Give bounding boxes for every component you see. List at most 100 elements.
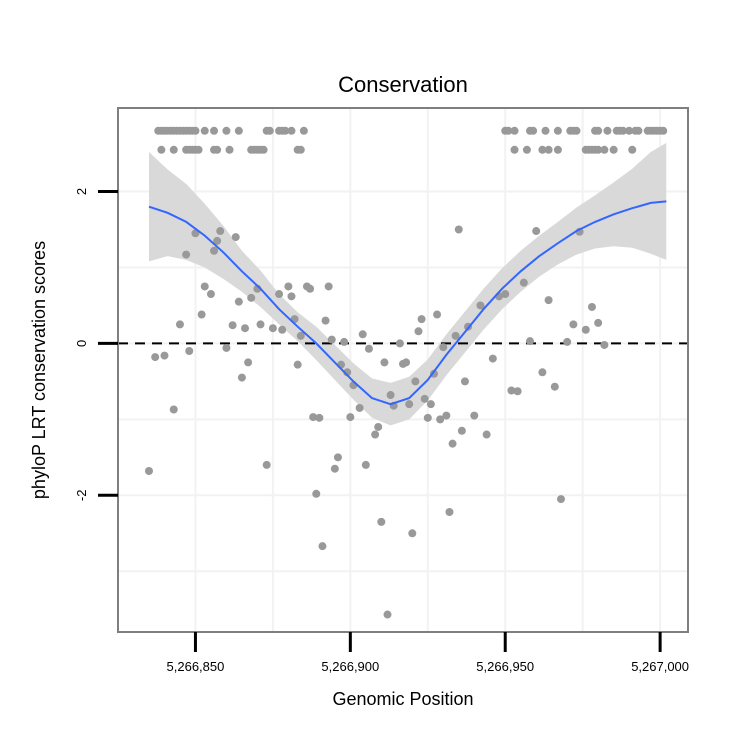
confidence-ribbon — [149, 142, 667, 426]
data-point — [213, 145, 222, 154]
data-point — [532, 227, 541, 236]
data-point — [268, 324, 277, 333]
data-point — [169, 405, 178, 414]
data-point — [522, 145, 531, 154]
data-point — [442, 411, 451, 420]
data-point — [433, 310, 442, 319]
data-point — [333, 453, 342, 462]
data-point — [603, 126, 612, 135]
data-point — [306, 284, 315, 293]
data-point — [256, 320, 265, 329]
data-point — [234, 126, 243, 135]
data-point — [538, 145, 547, 154]
data-point — [191, 126, 200, 135]
smooth-trend-line — [148, 200, 667, 406]
panel-background — [118, 108, 688, 632]
data-point — [275, 290, 284, 299]
data-point — [609, 145, 618, 154]
data-point — [581, 325, 590, 334]
y-tick-label-neg2: -2 — [74, 490, 89, 502]
data-point — [364, 344, 373, 353]
data-point — [454, 225, 463, 234]
data-point — [513, 387, 522, 396]
data-point — [299, 126, 308, 135]
data-point — [417, 315, 426, 324]
x-axis-label: Genomic Position — [332, 689, 473, 709]
data-point — [315, 413, 324, 422]
data-point — [262, 460, 271, 469]
data-point — [625, 126, 634, 135]
data-point — [488, 354, 497, 363]
y-axis-ticks — [98, 190, 118, 497]
data-point — [346, 413, 355, 422]
data-point — [151, 353, 160, 362]
data-point — [600, 340, 609, 349]
chart-title: Conservation — [338, 72, 468, 97]
data-point — [383, 610, 392, 619]
data-point — [510, 145, 519, 154]
data-point — [538, 368, 547, 377]
data-point — [457, 426, 466, 435]
data-point — [544, 296, 553, 305]
data-point — [228, 321, 237, 330]
data-point — [206, 290, 215, 299]
data-point — [358, 330, 367, 339]
plot-panel — [117, 107, 689, 633]
data-point — [628, 145, 637, 154]
data-point — [144, 467, 153, 476]
data-point — [594, 145, 603, 154]
y-axis-label: phyloP LRT conservation scores — [29, 241, 49, 499]
data-point — [550, 382, 559, 391]
data-point — [213, 236, 222, 245]
data-point — [321, 316, 330, 325]
data-point — [436, 415, 445, 424]
data-point — [569, 320, 578, 329]
data-point — [259, 145, 268, 154]
data-point — [296, 145, 305, 154]
data-point — [634, 126, 643, 135]
data-point — [247, 293, 256, 302]
data-point — [553, 145, 562, 154]
data-point — [507, 386, 516, 395]
data-point — [408, 529, 417, 538]
data-point — [659, 126, 668, 135]
data-point — [448, 439, 457, 448]
data-point — [244, 358, 253, 367]
data-point — [405, 400, 414, 409]
data-point — [309, 413, 318, 422]
data-point — [445, 508, 454, 517]
x-tick-label-5266950: 5,266,950 — [476, 659, 534, 674]
data-point — [293, 360, 302, 369]
y-tick-label-0: 0 — [74, 340, 89, 347]
data-point — [312, 489, 321, 498]
data-point — [281, 126, 290, 135]
data-point — [340, 337, 349, 346]
data-point — [197, 310, 206, 319]
data-point — [175, 320, 184, 329]
data-point — [380, 358, 389, 367]
data-point — [182, 250, 191, 259]
data-point — [460, 377, 469, 386]
data-point — [594, 126, 603, 135]
x-axis-ticks — [193, 632, 662, 652]
data-point — [587, 302, 596, 311]
data-point — [169, 145, 178, 154]
data-point — [157, 145, 166, 154]
data-point — [222, 343, 231, 352]
y-axis: -2 0 2 phyloP LRT conservation scores — [29, 188, 118, 501]
data-point — [594, 318, 603, 327]
data-point — [395, 339, 404, 348]
data-point — [504, 126, 513, 135]
data-point — [296, 331, 305, 340]
data-points — [144, 126, 668, 619]
data-point — [234, 297, 243, 306]
data-point — [194, 145, 203, 154]
data-point — [355, 403, 364, 412]
data-point — [237, 373, 246, 382]
data-point — [241, 324, 250, 333]
data-point — [423, 413, 432, 422]
data-point — [284, 282, 293, 291]
data-point — [386, 391, 395, 400]
data-point — [216, 227, 225, 236]
